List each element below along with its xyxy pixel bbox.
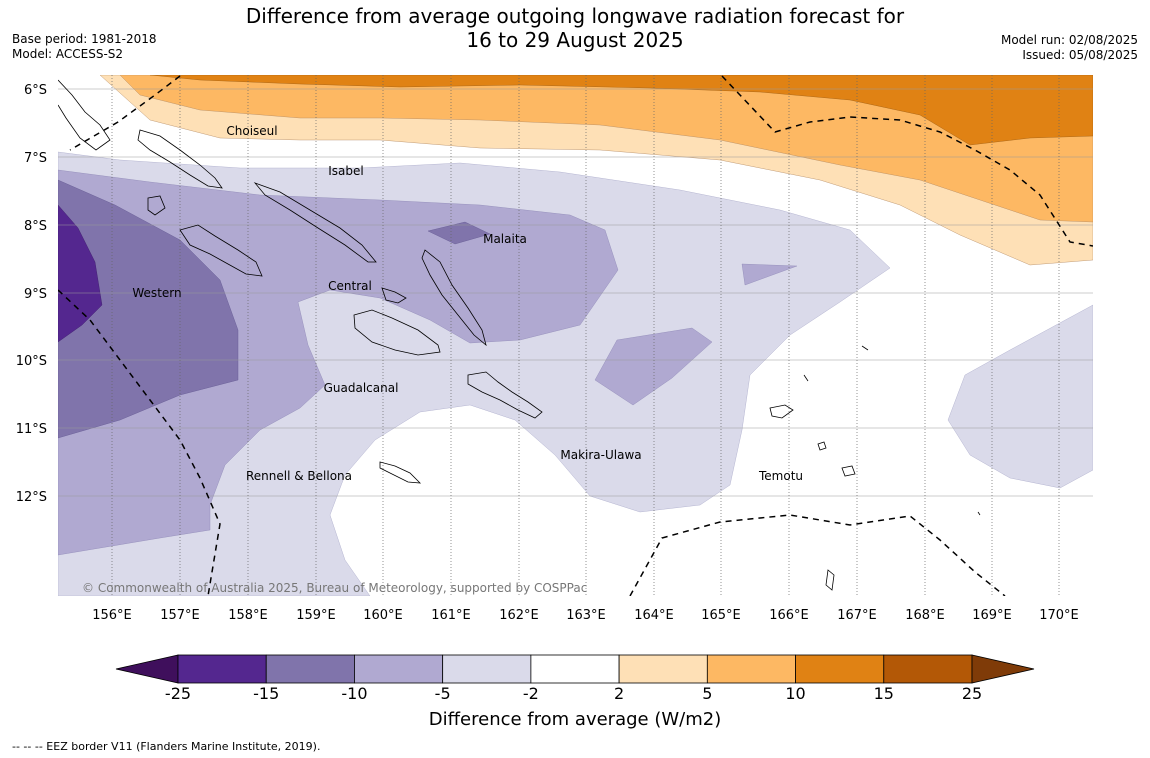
lat-label-10s: 10°S bbox=[16, 354, 47, 369]
colorbar-segment bbox=[530, 654, 620, 684]
lon-label-164e: 164°E bbox=[634, 608, 674, 623]
island-guadalcanal bbox=[353, 309, 441, 356]
latitude-gridlines bbox=[58, 88, 1093, 497]
colorbar-tick-label: -15 bbox=[253, 684, 280, 703]
colorbar-tick-label: -2 bbox=[522, 684, 539, 703]
model-run: Model run: 02/08/2025 bbox=[1000, 33, 1138, 47]
base-period: Base period: 1981-2018 bbox=[12, 32, 157, 46]
island-new-georgia bbox=[179, 224, 263, 277]
lat-label-9s: 9°S bbox=[24, 287, 47, 302]
lat-label-12s: 12°S bbox=[16, 490, 47, 505]
province-label-western: Western bbox=[132, 286, 181, 300]
lon-label-165e: 165°E bbox=[701, 608, 741, 623]
island-tikopia bbox=[825, 569, 835, 591]
lon-label-168e: 168°E bbox=[905, 608, 945, 623]
lon-label-169e: 169°E bbox=[972, 608, 1012, 623]
colorbar-tick-label: -10 bbox=[341, 684, 368, 703]
lat-label-11s: 11°S bbox=[16, 422, 47, 437]
colorbar-segment bbox=[354, 654, 444, 684]
lon-label-159e: 159°E bbox=[296, 608, 336, 623]
contour-5-to-10 bbox=[119, 75, 1093, 223]
colorbar-tick-label: 2 bbox=[614, 684, 625, 703]
province-label-temotu: Temotu bbox=[758, 469, 803, 483]
island-rennell bbox=[379, 461, 422, 484]
issued-date: Issued: 05/08/2025 bbox=[1022, 48, 1138, 62]
island-choiseul bbox=[137, 129, 223, 189]
colorbar-segment bbox=[265, 654, 355, 684]
island-reef bbox=[803, 345, 981, 516]
colorbar-segment bbox=[177, 654, 267, 684]
province-label-choiseul: Choiseul bbox=[226, 124, 277, 138]
contour-neg5-to-neg10-central bbox=[594, 327, 713, 406]
lat-label-6s: 6°S bbox=[24, 83, 47, 98]
title-line-1: Difference from average outgoing longwav… bbox=[245, 4, 905, 28]
colorbar-tick-label: 25 bbox=[961, 684, 983, 703]
coastlines bbox=[58, 79, 981, 591]
island-malaita bbox=[421, 249, 487, 347]
colorbar-segment bbox=[618, 654, 708, 684]
province-label-guadalcanal: Guadalcanal bbox=[324, 381, 399, 395]
eez-border bbox=[58, 75, 1093, 596]
province-label-makira-ulawa: Makira-Ulawa bbox=[560, 448, 641, 462]
model-name: Model: ACCESS-S2 bbox=[12, 47, 124, 61]
lon-label-157e: 157°E bbox=[160, 608, 200, 623]
eez-legend-note: -- -- -- EEZ border V11 (Flanders Marine… bbox=[12, 740, 321, 753]
colorbar-segment bbox=[883, 654, 973, 684]
shading-layer bbox=[58, 75, 1093, 596]
chart-title: Difference from average outgoing longwav… bbox=[0, 4, 1150, 52]
forecast-map: Choiseul Isabel Malaita Western Central … bbox=[16, 75, 1093, 684]
island-vanikoro bbox=[841, 465, 856, 477]
island-vella bbox=[147, 195, 166, 216]
colorbar-tick-label: 5 bbox=[702, 684, 713, 703]
lon-label-170e: 170°E bbox=[1039, 608, 1079, 623]
copyright-notice: © Commonwealth of Australia 2025, Bureau… bbox=[82, 581, 587, 595]
lon-label-158e: 158°E bbox=[228, 608, 268, 623]
island-utupua bbox=[817, 441, 827, 451]
island-bougainville bbox=[58, 79, 111, 151]
contour-neg10-to-neg15 bbox=[58, 179, 239, 439]
colorbar-segment bbox=[442, 654, 532, 684]
lon-label-162e: 162°E bbox=[499, 608, 539, 623]
province-label-rennell-bellona: Rennell & Bellona bbox=[246, 469, 352, 483]
metadata-left: Base period: 1981-2018 Model: ACCESS-S2 bbox=[12, 32, 157, 62]
colorbar-extend-low bbox=[115, 654, 179, 684]
province-label-central: Central bbox=[328, 279, 372, 293]
lon-label-161e: 161°E bbox=[431, 608, 471, 623]
contour-neg2-to-neg5-east bbox=[947, 304, 1093, 489]
metadata-right: Model run: 02/08/2025 Issued: 05/08/2025 bbox=[1001, 33, 1138, 63]
contour-10-to-15 bbox=[149, 75, 1093, 146]
lon-label-167e: 167°E bbox=[837, 608, 877, 623]
colorbar-tick-label: 10 bbox=[785, 684, 806, 703]
province-label-malaita: Malaita bbox=[483, 232, 527, 246]
lon-label-166e: 166°E bbox=[769, 608, 809, 623]
lon-label-160e: 160°E bbox=[363, 608, 403, 623]
lon-label-163e: 163°E bbox=[566, 608, 606, 623]
colorbar-tick-label: 15 bbox=[873, 684, 894, 703]
contour-neg15-to-neg25 bbox=[58, 204, 103, 343]
colorbar bbox=[115, 654, 1035, 684]
island-isabel bbox=[253, 182, 377, 263]
lat-label-7s: 7°S bbox=[24, 151, 47, 166]
colorbar-tick-label: -5 bbox=[434, 684, 451, 703]
lon-label-156e: 156°E bbox=[92, 608, 132, 623]
colorbar-tick-label: -25 bbox=[164, 684, 192, 703]
title-line-2: 16 to 29 August 2025 bbox=[466, 28, 684, 52]
island-santa-cruz bbox=[769, 404, 794, 419]
contour-neg5-to-neg10-small bbox=[741, 263, 798, 286]
lat-label-8s: 8°S bbox=[24, 219, 47, 234]
colorbar-title: Difference from average (W/m2) bbox=[428, 709, 722, 730]
province-label-isabel: Isabel bbox=[328, 164, 363, 178]
colorbar-extend-high bbox=[971, 654, 1035, 684]
colorbar-segment bbox=[795, 654, 885, 684]
island-ngella bbox=[381, 287, 407, 304]
colorbar-segment bbox=[706, 654, 796, 684]
island-makira bbox=[467, 371, 543, 419]
